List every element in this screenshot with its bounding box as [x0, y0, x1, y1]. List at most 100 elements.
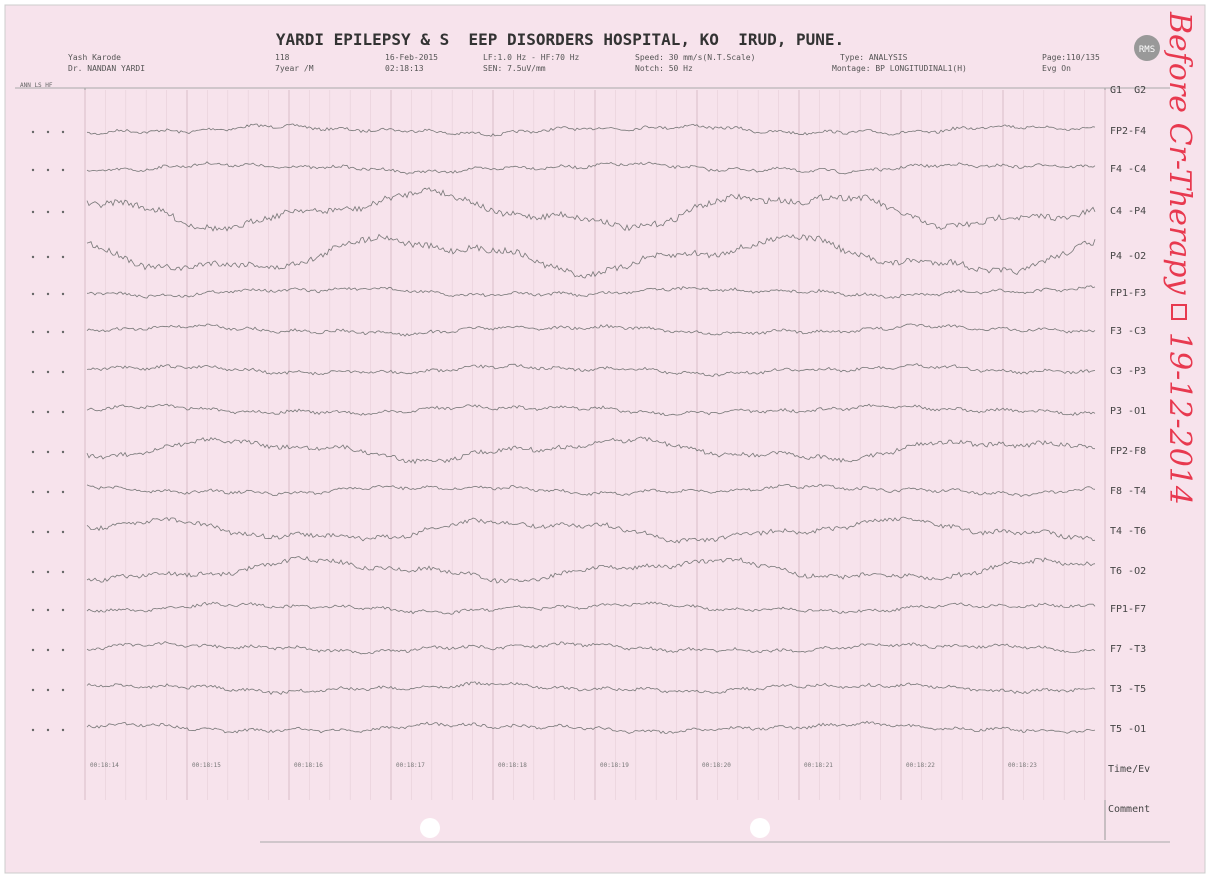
eeg-trace [86, 556, 1096, 584]
channel-marker [46, 168, 50, 172]
channel-marker [31, 255, 35, 259]
channel-marker [46, 608, 50, 612]
header-field: Yash Karode [68, 53, 121, 62]
channel-marker [61, 648, 65, 652]
channel-marker [46, 688, 50, 692]
channel-marker [31, 330, 35, 334]
channel-marker [46, 370, 50, 374]
channel-marker [46, 130, 50, 134]
channel-marker [61, 292, 65, 296]
header-field: Type: ANALYSIS [840, 53, 908, 62]
header-field: SEN: 7.5uV/mm [483, 64, 546, 73]
channel-marker [61, 490, 65, 494]
header-field: Speed: 30 mm/s(N.T.Scale) [635, 53, 755, 62]
channel-marker [31, 490, 35, 494]
column-heading: ANN LS HF [20, 82, 53, 89]
channel-label: FP2-F4 [1110, 126, 1146, 137]
channel-marker [31, 648, 35, 652]
channel-marker [61, 570, 65, 574]
eeg-trace [86, 187, 1096, 232]
channel-marker [31, 168, 35, 172]
eeg-trace [86, 403, 1096, 417]
channel-marker [61, 450, 65, 454]
channel-marker [61, 608, 65, 612]
time-stamp: 00:18:21 [804, 762, 833, 769]
channel-label: P4 -O2 [1110, 251, 1146, 262]
time-stamp: 00:18:15 [192, 762, 221, 769]
eeg-trace [86, 436, 1096, 465]
time-label: Time/Ev [1108, 764, 1150, 775]
channel-marker [31, 688, 35, 692]
channel-marker [31, 210, 35, 214]
eeg-trace [86, 641, 1096, 655]
channel-label: T3 -T5 [1110, 684, 1146, 695]
header-field: Montage: BP LONGITUDINAL1(H) [832, 64, 967, 73]
eeg-trace [86, 285, 1096, 299]
header-field: Notch: 50 Hz [635, 64, 693, 73]
channel-marker [46, 530, 50, 534]
channel-heading: G1 G2 [1110, 85, 1146, 96]
channel-marker [61, 370, 65, 374]
punch-hole [420, 818, 440, 838]
logo-text: RMS [1139, 45, 1155, 55]
logo-circle [1134, 35, 1160, 61]
header-field: Page:110/135 [1042, 53, 1100, 62]
time-stamp: 00:18:16 [294, 762, 323, 769]
channel-marker [46, 292, 50, 296]
eeg-trace [86, 123, 1096, 137]
channel-label: T4 -T6 [1110, 526, 1146, 537]
channel-marker [31, 570, 35, 574]
header-field: 02:18:13 [385, 64, 424, 73]
channel-label: P3 -O1 [1110, 406, 1146, 417]
channel-marker [46, 330, 50, 334]
header-field: 118 [275, 53, 290, 62]
channel-label: F3 -C3 [1110, 326, 1146, 337]
comment-label: Comment [1108, 804, 1150, 815]
channel-marker [31, 728, 35, 732]
channel-marker [46, 210, 50, 214]
time-stamp: 00:18:20 [702, 762, 731, 769]
eeg-trace [86, 483, 1096, 497]
channel-label: F8 -T4 [1110, 486, 1146, 497]
time-stamp: 00:18:14 [90, 762, 119, 769]
eeg-trace [86, 601, 1096, 615]
title: YARDI EPILEPSY & S EEP DISORDERS HOSPITA… [276, 30, 844, 49]
channel-marker [61, 688, 65, 692]
channel-marker [46, 570, 50, 574]
channel-marker [61, 168, 65, 172]
channel-marker [61, 410, 65, 414]
time-stamp: 00:18:17 [396, 762, 425, 769]
time-stamp: 00:18:18 [498, 762, 527, 769]
channel-marker [31, 530, 35, 534]
eeg-trace [86, 720, 1096, 734]
channel-marker [31, 450, 35, 454]
handwritten-date: 19-12-2014 [1162, 332, 1197, 505]
channel-marker [46, 490, 50, 494]
channel-label: C4 -P4 [1110, 206, 1146, 217]
channel-label: T6 -O2 [1110, 566, 1146, 577]
channel-marker [31, 410, 35, 414]
channel-marker [61, 130, 65, 134]
channel-marker [31, 370, 35, 374]
channel-marker [46, 648, 50, 652]
header-field: Evg On [1042, 64, 1071, 73]
channel-marker [46, 410, 50, 414]
channel-marker [46, 728, 50, 732]
time-stamp: 00:18:22 [906, 762, 935, 769]
header-field: 16-Feb-2015 [385, 53, 438, 62]
header-field: 7year /M [275, 64, 314, 73]
channel-marker [61, 530, 65, 534]
channel-label: C3 -P3 [1110, 366, 1146, 377]
channel-marker [61, 210, 65, 214]
channel-label: FP1-F7 [1110, 604, 1146, 615]
eeg-trace [86, 516, 1096, 544]
eeg-trace [86, 233, 1096, 279]
time-stamp: 00:18:23 [1008, 762, 1037, 769]
channel-marker [31, 292, 35, 296]
eeg-trace [86, 161, 1096, 175]
eeg-trace [86, 681, 1096, 695]
channel-marker [61, 728, 65, 732]
channel-label: FP2-F8 [1110, 446, 1146, 457]
paper [4, 4, 1206, 874]
